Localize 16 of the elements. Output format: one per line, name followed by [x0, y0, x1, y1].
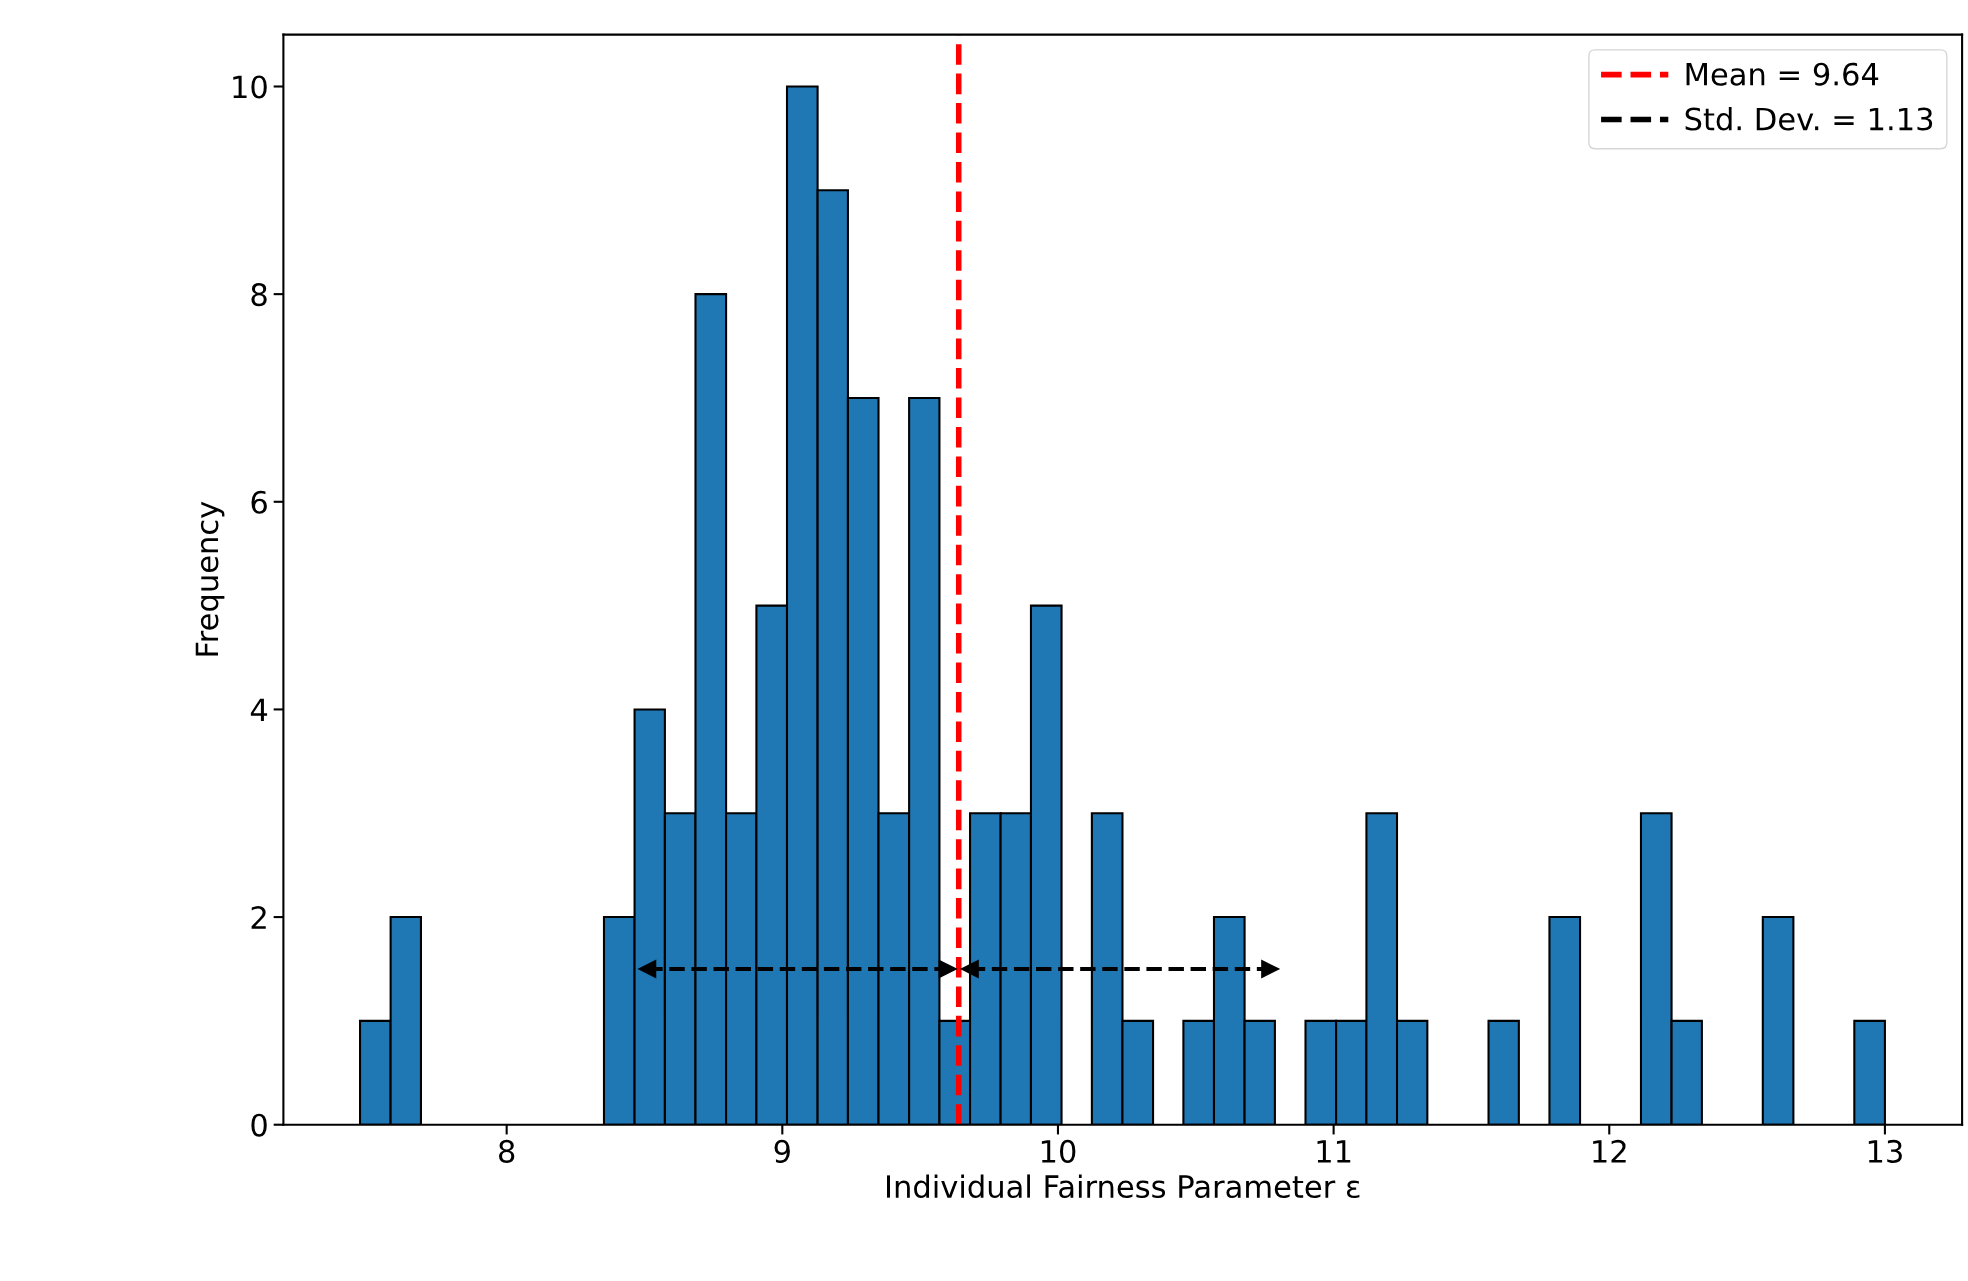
x-axis-title: Individual Fairness Parameter ε: [887, 1174, 1360, 1199]
x-tick-label: 11: [1317, 1140, 1351, 1163]
y-tick-label: 0: [251, 1113, 267, 1137]
x-tick-label: 12: [1593, 1139, 1626, 1163]
x-tick-label: 10: [1041, 1139, 1076, 1163]
y-axis-title: Frequency: [195, 501, 225, 656]
x-tick-label: 8: [499, 1139, 515, 1163]
x-tick-label: 13: [1868, 1139, 1902, 1163]
y-tick-label: 6: [251, 490, 267, 514]
x-tick-label: 9: [774, 1139, 790, 1163]
y-tick-label: 8: [251, 283, 267, 307]
legend-label: Std. Dev. = 1.13: [1685, 106, 1933, 131]
legend-label: Mean = 9.64: [1686, 62, 1879, 86]
y-tick-label: 10: [233, 75, 267, 99]
y-tick-label: 4: [250, 698, 268, 722]
y-tick-label: 2: [251, 906, 266, 929]
